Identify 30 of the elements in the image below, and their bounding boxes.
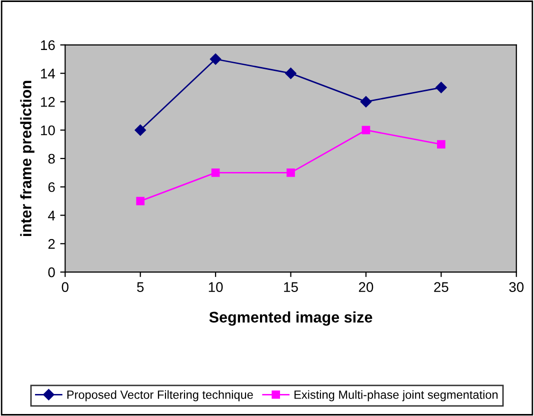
y-axis-title: inter frame prediction	[20, 80, 34, 236]
point	[436, 82, 447, 94]
y-tick-label: 10	[41, 125, 55, 136]
legend-label: Proposed Vector Filtering technique	[67, 390, 253, 402]
y-tick-label: 0	[48, 267, 55, 278]
point	[285, 68, 296, 79]
point	[210, 54, 222, 65]
x-tick-label: 20	[358, 282, 374, 292]
point	[136, 196, 145, 206]
point	[437, 140, 446, 148]
x-axis-title: Segmented image size	[209, 311, 372, 326]
x-tick-label: 0	[62, 282, 68, 292]
y-tick-label: 16	[41, 40, 55, 50]
point	[134, 124, 146, 136]
point	[360, 96, 372, 108]
y-tick-label: 14	[41, 68, 56, 78]
y-tick-label: 12	[41, 97, 55, 107]
y-tick-label: 6	[48, 182, 55, 192]
point	[211, 168, 220, 177]
x-tick-label: 5	[137, 282, 144, 292]
point	[362, 126, 370, 134]
point	[286, 168, 295, 177]
y-tick-label: 2	[48, 239, 55, 249]
y-tick-label: 4	[48, 210, 56, 220]
legend-label: Existing Multi-phase joint segmentation	[294, 390, 498, 402]
x-tick-label: 25	[434, 282, 448, 292]
x-tick-label: 10	[208, 282, 223, 292]
y-tick-label: 8	[48, 154, 55, 164]
x-tick-label: 15	[284, 282, 298, 292]
x-tick-label: 30	[509, 282, 524, 292]
